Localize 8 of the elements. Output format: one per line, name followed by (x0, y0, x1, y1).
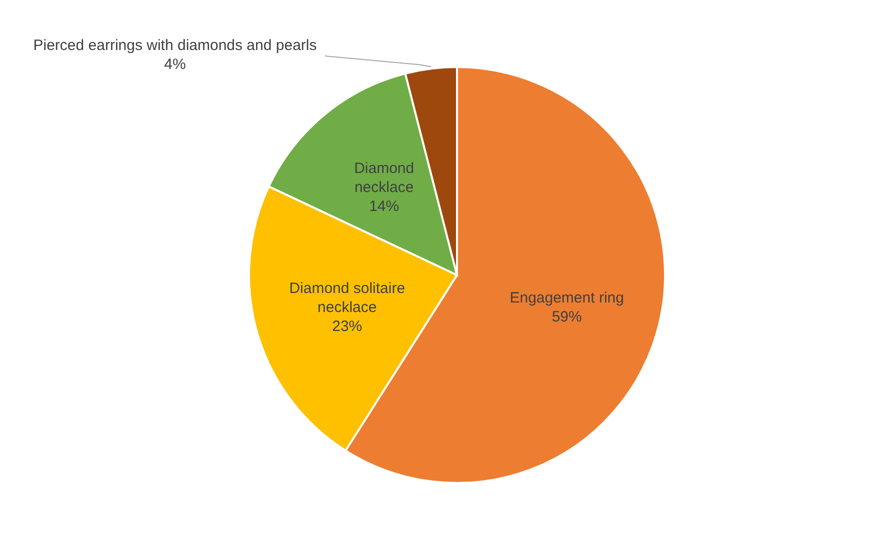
slice-label: Diamond necklace (354, 160, 414, 196)
data-label: 14% (369, 198, 400, 215)
slice-label: Pierced earrings with diamonds and pearls (33, 37, 317, 54)
data-label: 4% (164, 56, 186, 73)
data-label: 23% (332, 318, 362, 335)
slice-label: Engagement ring (510, 289, 624, 306)
slice-label: Diamond solitaire necklace (289, 280, 406, 316)
data-label: 59% (552, 308, 582, 326)
